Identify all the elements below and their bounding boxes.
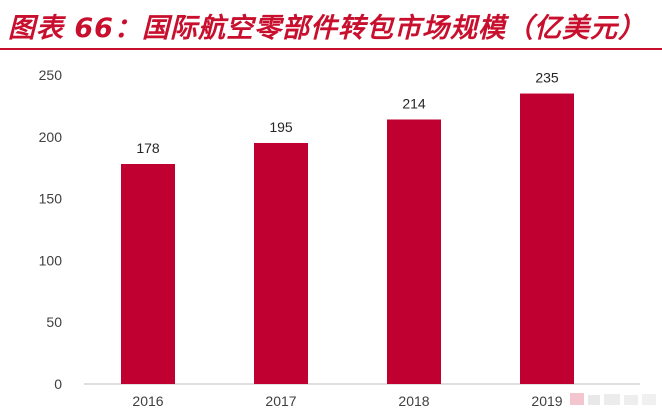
watermark-icon — [570, 393, 656, 405]
figure-title: 图表 66：国际航空零部件转包市场规模（亿美元） — [8, 13, 646, 44]
bar-2016 — [121, 163, 175, 384]
bar-2018 — [387, 119, 441, 384]
data-labels: 178 195 214 235 — [136, 70, 559, 156]
y-tick-label: 50 — [46, 314, 62, 330]
data-label-2019: 235 — [535, 70, 559, 86]
x-tick-label-2017: 2017 — [265, 393, 296, 409]
data-label-2017: 195 — [269, 119, 293, 135]
y-tick-label: 150 — [39, 191, 63, 207]
x-tick-label-2018: 2018 — [398, 393, 429, 409]
x-tick-label-2019: 2019 — [531, 393, 562, 409]
bars — [121, 93, 574, 384]
y-tick-label: 200 — [39, 129, 63, 145]
data-label-2016: 178 — [136, 140, 160, 156]
bar-2017 — [254, 142, 308, 384]
data-label-2018: 214 — [402, 95, 426, 111]
x-tick-label-2016: 2016 — [132, 393, 163, 409]
bar-2019 — [520, 93, 574, 384]
y-tick-label: 100 — [39, 252, 63, 268]
title-divider — [0, 48, 662, 50]
y-tick-label: 250 — [39, 67, 63, 83]
y-axis-ticks: 0 50 100 150 200 250 — [39, 67, 63, 392]
y-tick-label: 0 — [54, 376, 62, 392]
x-axis-ticks: 2016 2017 2018 2019 — [132, 393, 562, 409]
